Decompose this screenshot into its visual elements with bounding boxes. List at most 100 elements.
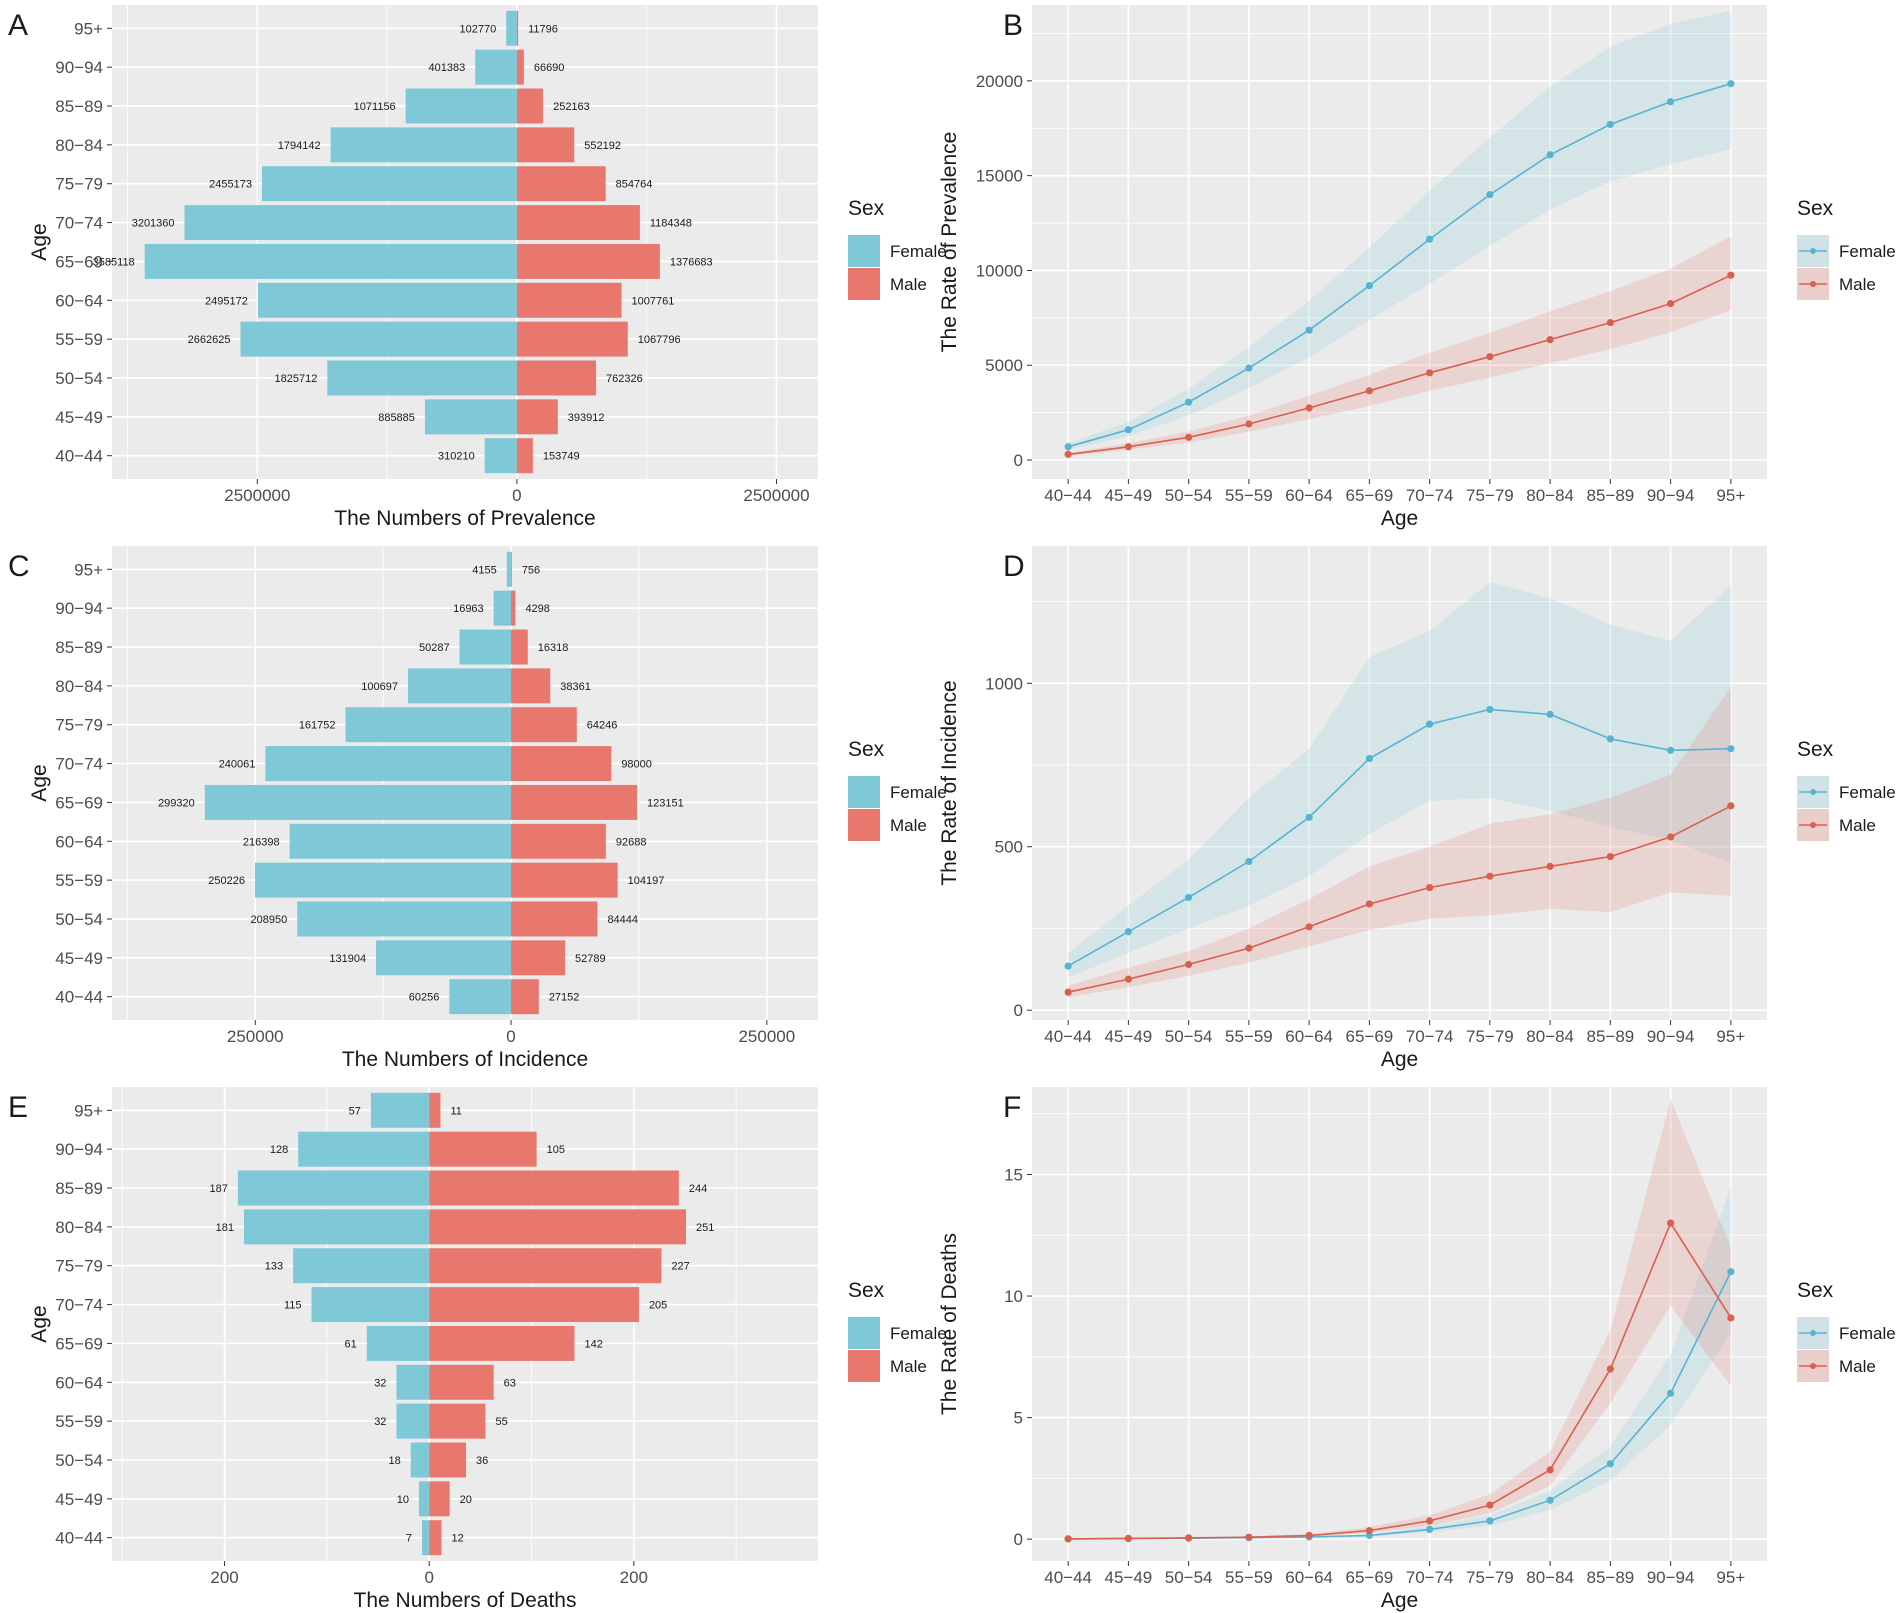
bar-male-45-49 [516,399,558,435]
point-female-85-89 [1606,735,1614,743]
series-line-male [1068,1221,1732,1540]
point-female-50-54 [1185,398,1193,406]
bar-male-50-54 [429,1442,467,1478]
data-label-male-60-64: 92688 [616,836,647,848]
bar-male-95plus [429,1092,441,1128]
legend-label-male: Male [890,1357,927,1376]
y-tick-label: 10000 [976,261,1023,280]
bar-female-80-84 [408,668,512,704]
point-male-75-79 [1486,872,1494,880]
data-label-male-85-89: 244 [689,1183,707,1195]
panel-letter: C [8,550,30,583]
x-tick-label: 60−64 [1285,486,1333,505]
panel-letter: D [1003,550,1025,583]
point-female-90-94 [1667,1389,1675,1397]
y-tick-label: 10 [1004,1287,1023,1306]
plot-background [1032,1087,1767,1561]
bar-male-75-79 [516,166,606,202]
y-tick-label: 60−64 [55,1373,103,1392]
bar-male-45-49 [429,1481,450,1517]
data-label-female-50-54: 18 [389,1455,401,1467]
legend-label-female: Female [1839,1324,1896,1343]
x-tick-label: 65−69 [1346,486,1394,505]
x-tick-label: 40−44 [1044,1568,1092,1587]
bar-female-65-69 [366,1325,430,1361]
bar-male-65-69 [511,784,638,820]
legend-e: Sex Female Male [848,1279,947,1382]
y-tick-label: 0 [1014,451,1023,470]
point-female-70-74 [1426,720,1434,728]
point-female-60-64 [1305,326,1313,334]
x-tick-label: 75−79 [1466,1027,1514,1046]
point-female-95plus [1727,745,1735,753]
bar-female-95plus [506,551,512,587]
legend-label-female: Female [890,783,947,802]
data-label-male-70-74: 205 [649,1300,667,1312]
legend-b: Sex Female Male [1797,197,1896,300]
point-male-40-44 [1064,450,1072,458]
bar-male-80-84 [511,668,551,704]
data-label-male-95plus: 11 [450,1105,461,1117]
point-male-65-69 [1365,1527,1373,1535]
point-male-95plus [1727,802,1735,810]
point-female-75-79 [1486,191,1494,199]
data-label-male-80-84: 38361 [560,681,591,693]
point-male-85-89 [1606,852,1614,861]
bar-male-85-89 [516,88,544,124]
legend-label-female: Female [890,242,947,261]
legend-key-point [1810,1363,1816,1369]
data-label-male-55-59: 55 [495,1416,507,1428]
x-tick-label: 80−84 [1526,1027,1574,1046]
point-female-95plus [1727,1268,1735,1276]
y-tick-label: 75−79 [55,1257,103,1276]
point-female-90-94 [1667,746,1675,754]
x-tick-label: 2500000 [743,486,809,505]
x-tick-label: 60−64 [1285,1027,1333,1046]
data-label-female-70-74: 240061 [219,759,256,771]
legend-label-male: Male [1839,816,1876,835]
legend-label-female: Female [1839,783,1896,802]
data-label-female-70-74: 115 [284,1300,302,1312]
x-tick-label: 55−59 [1225,486,1273,505]
bar-male-85-89 [511,629,528,665]
y-tick-label: 55−59 [55,330,103,349]
bar-male-60-64 [516,282,622,318]
data-label-male-85-89: 252163 [553,101,590,113]
data-label-male-95plus: 756 [522,564,540,576]
point-female-70-74 [1426,1525,1434,1533]
bar-male-40-44 [429,1520,442,1556]
legend-c: Sex Female Male [848,738,947,841]
y-tick-label: 40−44 [55,988,103,1007]
x-tick-label: 0 [424,1568,433,1587]
data-label-female-90-94: 401383 [429,62,466,74]
point-male-90-94 [1667,300,1675,308]
chart-panel-f: F 0 5 10 15 40−44 45−49 50−54 55−59 60−64 65−69 70−… [938,1087,1896,1612]
bar-male-90-94 [429,1131,537,1167]
point-male-70-74 [1426,1517,1434,1525]
y-tick-label: 50−54 [55,910,103,929]
bar-female-85-89 [405,88,517,124]
point-female-65-69 [1365,754,1373,763]
legend-key-point [1810,248,1816,254]
x-tick-label: 250000 [738,1027,795,1046]
point-male-60-64 [1305,404,1313,412]
series-line-male [1067,805,1732,993]
bar-female-75-79 [262,166,517,202]
data-label-female-75-79: 2455173 [209,179,252,191]
legend-key-female [848,776,880,808]
y-tick-label: 45−49 [55,949,103,968]
legend-label-male: Male [1839,1357,1876,1376]
chart-panel-d: D 0 500 1000 40−44 45−49 50−54 55−59 60−64 65−69 7… [938,546,1896,1071]
legend-title: Sex [848,197,885,220]
y-tick-label: 80−84 [55,1218,103,1237]
x-tick-label: 95+ [1716,1027,1745,1046]
x-tick-label: 55−59 [1225,1027,1273,1046]
point-female-80-84 [1546,710,1554,718]
data-label-male-60-64: 1007761 [632,295,675,307]
x-tick-label: 70−74 [1406,1027,1454,1046]
point-male-85-89 [1606,318,1614,327]
data-label-female-60-64: 2495172 [205,295,248,307]
bar-female-45-49 [376,940,512,976]
x-tick-label: 90−94 [1647,1568,1695,1587]
y-tick-label: 95+ [74,560,103,579]
